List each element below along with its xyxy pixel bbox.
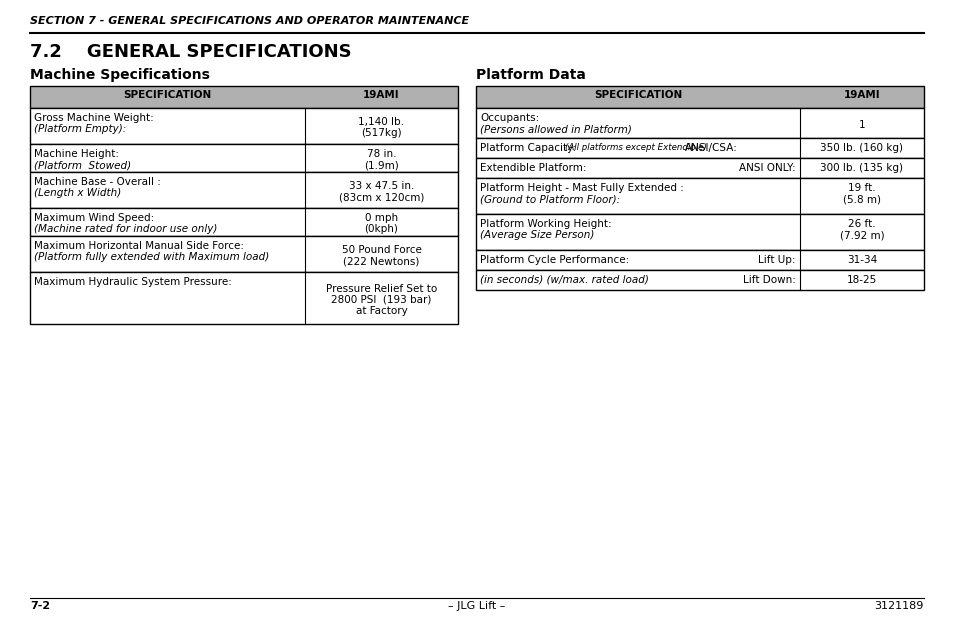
Text: Extendible Platform:: Extendible Platform: <box>479 163 586 173</box>
Bar <box>476 178 923 214</box>
Bar <box>476 108 923 138</box>
Text: Maximum Horizontal Manual Side Force:: Maximum Horizontal Manual Side Force: <box>34 241 244 251</box>
Bar <box>30 108 457 144</box>
Bar <box>30 208 457 236</box>
Text: Platform Height - Mast Fully Extended :: Platform Height - Mast Fully Extended : <box>479 183 683 193</box>
Text: Machine Height:: Machine Height: <box>34 149 119 159</box>
Text: (Ground to Platform Floor):: (Ground to Platform Floor): <box>479 194 619 204</box>
Text: (1.9m): (1.9m) <box>364 160 398 170</box>
Text: 18-25: 18-25 <box>846 275 876 285</box>
Text: 1,140 lb.: 1,140 lb. <box>358 117 404 127</box>
Text: 2800 PSI  (193 bar): 2800 PSI (193 bar) <box>331 295 432 305</box>
Text: 300 lb. (135 kg): 300 lb. (135 kg) <box>820 163 902 173</box>
Text: ANSI/CSA:: ANSI/CSA: <box>684 143 737 153</box>
Text: (0kph): (0kph) <box>364 224 398 234</box>
Bar <box>30 172 457 208</box>
Text: Machine Specifications: Machine Specifications <box>30 68 210 82</box>
Bar <box>30 236 457 272</box>
Text: – JLG Lift –: – JLG Lift – <box>448 601 505 611</box>
Bar <box>30 272 457 324</box>
Bar <box>30 86 457 108</box>
Text: 50 Pound Force: 50 Pound Force <box>341 245 421 255</box>
Bar <box>476 86 923 108</box>
Text: Platform Cycle Performance:: Platform Cycle Performance: <box>479 255 629 265</box>
Text: 19 ft.: 19 ft. <box>847 183 875 193</box>
Bar <box>476 138 923 158</box>
Bar <box>30 86 457 108</box>
Text: (7.92 m): (7.92 m) <box>839 230 883 240</box>
Text: (Length x Width): (Length x Width) <box>34 188 121 198</box>
Bar <box>476 214 923 250</box>
Text: 31-34: 31-34 <box>846 255 876 265</box>
Text: (All platforms except Extendible): (All platforms except Extendible) <box>564 143 706 152</box>
Text: 7.2    GENERAL SPECIFICATIONS: 7.2 GENERAL SPECIFICATIONS <box>30 43 352 61</box>
Text: 26 ft.: 26 ft. <box>847 219 875 229</box>
Text: (Platform fully extended with Maximum load): (Platform fully extended with Maximum lo… <box>34 252 269 262</box>
Text: 19AMI: 19AMI <box>363 90 399 100</box>
Text: (Machine rated for indoor use only): (Machine rated for indoor use only) <box>34 224 217 234</box>
Text: Lift Up:: Lift Up: <box>758 255 795 265</box>
Text: 19AMI: 19AMI <box>842 90 880 100</box>
Text: 0 mph: 0 mph <box>365 213 397 223</box>
Text: at Factory: at Factory <box>355 305 407 316</box>
Text: 7-2: 7-2 <box>30 601 51 611</box>
Text: Platform Capacity:: Platform Capacity: <box>479 143 578 153</box>
Text: (in seconds) (w/max. rated load): (in seconds) (w/max. rated load) <box>479 275 648 285</box>
Text: SPECIFICATION: SPECIFICATION <box>594 90 681 100</box>
Text: (Persons allowed in Platform): (Persons allowed in Platform) <box>479 124 631 134</box>
Text: (5.8 m): (5.8 m) <box>842 194 880 204</box>
Text: Maximum Hydraulic System Pressure:: Maximum Hydraulic System Pressure: <box>34 277 232 287</box>
Bar <box>30 144 457 172</box>
Text: (Platform  Stowed): (Platform Stowed) <box>34 160 131 170</box>
Text: Maximum Wind Speed:: Maximum Wind Speed: <box>34 213 154 223</box>
Text: Lift Down:: Lift Down: <box>742 275 795 285</box>
Text: 78 in.: 78 in. <box>366 149 395 159</box>
Bar <box>476 270 923 290</box>
Text: 3121189: 3121189 <box>874 601 923 611</box>
Text: ANSI ONLY:: ANSI ONLY: <box>739 163 795 173</box>
Bar <box>476 158 923 178</box>
Bar <box>476 250 923 270</box>
Text: 350 lb. (160 kg): 350 lb. (160 kg) <box>820 143 902 153</box>
Bar <box>476 86 923 108</box>
Text: (222 Newtons): (222 Newtons) <box>343 256 419 266</box>
Text: Occupants:: Occupants: <box>479 113 538 123</box>
Text: (517kg): (517kg) <box>361 128 401 138</box>
Text: 1: 1 <box>858 120 864 130</box>
Text: SECTION 7 - GENERAL SPECIFICATIONS AND OPERATOR MAINTENANCE: SECTION 7 - GENERAL SPECIFICATIONS AND O… <box>30 16 469 26</box>
Text: (Platform Empty):: (Platform Empty): <box>34 124 126 134</box>
Text: SPECIFICATION: SPECIFICATION <box>123 90 212 100</box>
Text: Gross Machine Weight:: Gross Machine Weight: <box>34 113 153 123</box>
Text: Platform Data: Platform Data <box>476 68 585 82</box>
Text: Machine Base - Overall :: Machine Base - Overall : <box>34 177 161 187</box>
Text: (Average Size Person): (Average Size Person) <box>479 230 594 240</box>
Text: Platform Working Height:: Platform Working Height: <box>479 219 611 229</box>
Text: 33 x 47.5 in.: 33 x 47.5 in. <box>349 181 414 191</box>
Text: Pressure Relief Set to: Pressure Relief Set to <box>326 284 436 294</box>
Text: (83cm x 120cm): (83cm x 120cm) <box>338 192 424 202</box>
